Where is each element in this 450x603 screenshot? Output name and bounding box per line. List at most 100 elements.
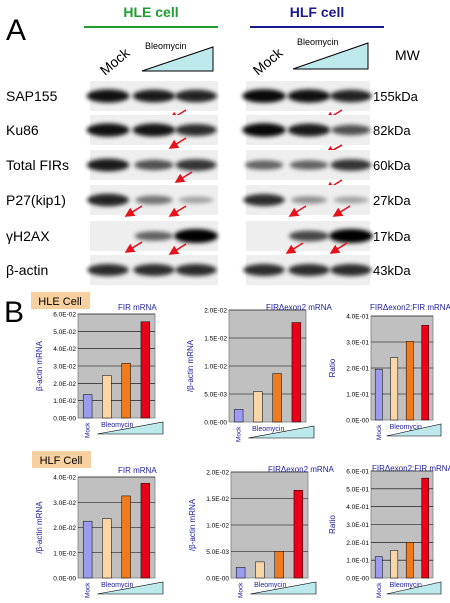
hlf-mock-label: Mock [250,44,287,78]
bar-chart: 0.0E-00 1.0E-02 2.0E-02 3.0E-02 4.0E-02 FIR m… [35,466,164,598]
y-tick-label: 0.0E-00 [346,576,369,583]
y-axis-label: /β-actin mRNA [186,339,195,392]
y-tick-label: 3.0E-02 [53,364,76,371]
blot-row: Ku86 82kDa [6,115,411,155]
blot-band [86,158,130,172]
x-mock-label: Mock [85,422,92,438]
blot-band [243,194,285,206]
y-tick-label: 1.0E-01 [346,392,369,399]
y-tick-label: 2.0E-01 [346,366,369,373]
red-arrow [332,205,351,217]
blot-band [289,160,329,170]
bar [421,324,430,421]
mw-label: 27kDa [373,193,411,208]
y-tick-label: 6.0E-01 [346,469,369,476]
bar [274,551,284,579]
hlf-cell-tag-label: HLF Cell [40,455,83,467]
bar [140,483,151,579]
y-tick-label: 5.0E-01 [346,486,369,493]
bar [272,373,282,423]
y-tick-label: 3.0E-02 [53,500,76,507]
x-treatment-label: Bleomycin [254,582,286,589]
blot-band [289,230,329,242]
x-treatment-label: Bleomycin [101,582,133,589]
bar [405,542,414,579]
blot-row: P27(kip1) 27kDa [6,185,411,217]
y-tick-label: 4.0E-02 [53,346,76,353]
y-tick-label: 4.0E-01 [346,504,369,511]
y-tick-label: 2.0E-02 [53,381,76,388]
y-tick-label: 1.5E-02 [204,336,227,343]
blot-band [87,193,129,207]
hle-cell-tag [31,292,90,309]
y-tick-label: 3.0E-01 [346,340,369,347]
red-arrow [124,241,143,253]
blot-band [291,196,327,204]
panel-b: B HLE Cell HLF Cell 0.0E-00 1.0E-02 2.0E-0… [4,292,450,598]
mw-label: 17kDa [373,229,411,244]
blot-band [333,196,369,204]
protein-label: γH2AX [6,228,50,244]
x-mock-label: Mock [85,582,92,598]
bar-chart: 0.0E-00 1.0E-01 2.0E-01 3.0E-01 4.0E-01 5.0E-… [328,464,450,598]
bar [390,357,399,421]
hle-cell-title: HLE cell [123,4,178,20]
x-mock-label: Mock [238,582,245,598]
blot-band [287,123,331,137]
blot-band [329,229,373,243]
hle-bleomycin-label: Bleomycin [145,41,187,51]
hle-cell-tag-label: HLE Cell [38,296,81,308]
dose-triangle [97,581,164,595]
bar [291,322,302,423]
blot-band [178,196,214,204]
y-tick-label: 2.0E-02 [204,308,227,315]
panel-b-label: B [4,296,24,329]
red-arrow [329,242,348,254]
y-tick-label: 4.0E-02 [53,475,76,482]
y-tick-label: 5.0E-03 [206,549,229,556]
mw-header: MW [395,47,421,63]
dose-triangle [248,425,315,439]
dose-triangle [386,423,442,437]
x-mock-label: Mock [376,582,383,598]
y-tick-label: 1.0E-02 [53,550,76,557]
bar [390,550,399,579]
blot-band [242,89,286,103]
hlf-dose-triangle [292,42,369,70]
bar [121,495,131,579]
y-tick-label: 0.0E-00 [53,576,76,583]
blot-band [175,124,217,136]
bar-chart: 0.0E-00 5.0E-03 1.0E-02 1.5E-02 2.0E-02 FIRΔe… [186,303,332,442]
red-arrow [168,205,187,217]
bar [140,321,151,419]
blot-band [133,264,175,276]
bar [293,489,304,579]
y-tick-label: 3.0E-01 [346,522,369,529]
bar-chart: 0.0E-00 5.0E-03 1.0E-02 1.5E-02 2.0E-02 FIRΔe… [188,465,334,598]
y-tick-label: 0.0E-00 [53,416,76,423]
x-treatment-label: Bleomycin [252,426,284,433]
y-tick-label: 5.0E-02 [53,329,76,336]
y-axis-label: /β-actin mRNA [35,501,44,554]
protein-label: SAP155 [6,88,58,104]
bar [102,375,112,419]
red-arrow [285,242,304,254]
y-axis-label: Ratio [328,515,337,534]
hlf-cell-tag [32,451,91,468]
y-tick-label: 1.0E-02 [206,523,229,530]
protein-label: Total FIRs [6,157,69,173]
mw-label: 43kDa [373,263,411,278]
blot-band [174,229,218,243]
chart-title: FIRΔexon2 mRNA [268,465,334,474]
y-tick-label: 5.0E-03 [204,392,227,399]
blot-band [244,160,284,170]
blot-band [134,159,174,171]
blot-row: β-actin 43kDa [6,255,411,285]
y-axis-label: β-actin mRNA [35,340,44,391]
chart-title: FIRΔexon2:FIR mRNA [370,303,450,312]
red-arrow [124,205,143,217]
hlf-cell-title: HLF cell [290,4,344,20]
blot-band [134,231,174,241]
blot-band [86,89,130,103]
